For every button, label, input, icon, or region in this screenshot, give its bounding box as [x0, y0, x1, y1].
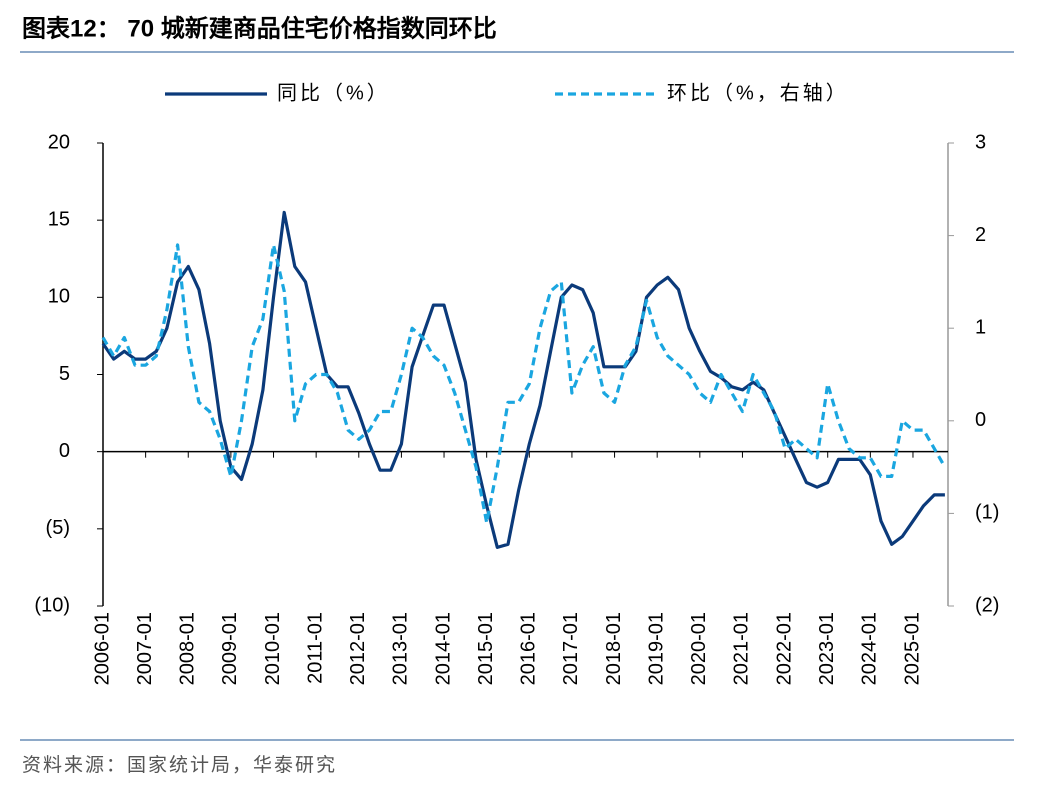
- x-tick-label: 2018-01: [603, 612, 625, 685]
- x-tick-label: 2020-01: [688, 612, 710, 685]
- x-tick-label: 2011-01: [304, 612, 326, 684]
- x-tick-label: 2012-01: [347, 612, 369, 685]
- x-tick-label: 2022-01: [773, 612, 795, 685]
- y2-tick-label: 0: [975, 409, 986, 431]
- legend-label: 同比（%）: [277, 81, 390, 104]
- x-tick-label: 2017-01: [560, 612, 582, 685]
- x-tick-label: 2006-01: [91, 612, 113, 685]
- y2-tick-label: (2): [975, 594, 999, 616]
- y2-tick-label: 3: [975, 131, 986, 153]
- series-line: [101, 243, 947, 525]
- x-tick-label: 2014-01: [432, 612, 454, 685]
- y-tick-label: 0: [59, 440, 70, 462]
- chart-title: 图表12： 70 城新建商品住宅价格指数同环比: [22, 14, 497, 42]
- x-tick-label: 2024-01: [859, 612, 881, 685]
- y-tick-label: (5): [46, 517, 70, 539]
- y2-tick-label: 1: [975, 316, 986, 338]
- legend-label: 环比（%，右轴）: [667, 81, 849, 104]
- x-tick-label: 2013-01: [390, 612, 412, 685]
- x-tick-label: 2025-01: [901, 612, 923, 685]
- x-tick-label: 2021-01: [731, 612, 753, 685]
- x-tick-label: 2007-01: [134, 612, 156, 685]
- x-tick-label: 2023-01: [816, 612, 838, 685]
- source-note: 资料来源：国家统计局，华泰研究: [22, 754, 337, 776]
- y2-tick-label: (1): [975, 502, 999, 524]
- x-tick-label: 2019-01: [645, 612, 667, 685]
- y-tick-label: 20: [48, 131, 70, 153]
- x-tick-label: 2010-01: [262, 612, 284, 685]
- y-tick-label: 10: [48, 286, 70, 308]
- x-tick-label: 2008-01: [177, 612, 199, 685]
- x-tick-label: 2015-01: [475, 612, 497, 685]
- y-tick-label: (10): [34, 594, 70, 616]
- y-tick-label: 15: [48, 208, 70, 230]
- y2-tick-label: 2: [975, 224, 986, 246]
- x-tick-label: 2016-01: [518, 612, 540, 685]
- series-line: [101, 210, 945, 549]
- x-tick-label: 2009-01: [219, 612, 241, 685]
- y-tick-label: 5: [59, 363, 70, 385]
